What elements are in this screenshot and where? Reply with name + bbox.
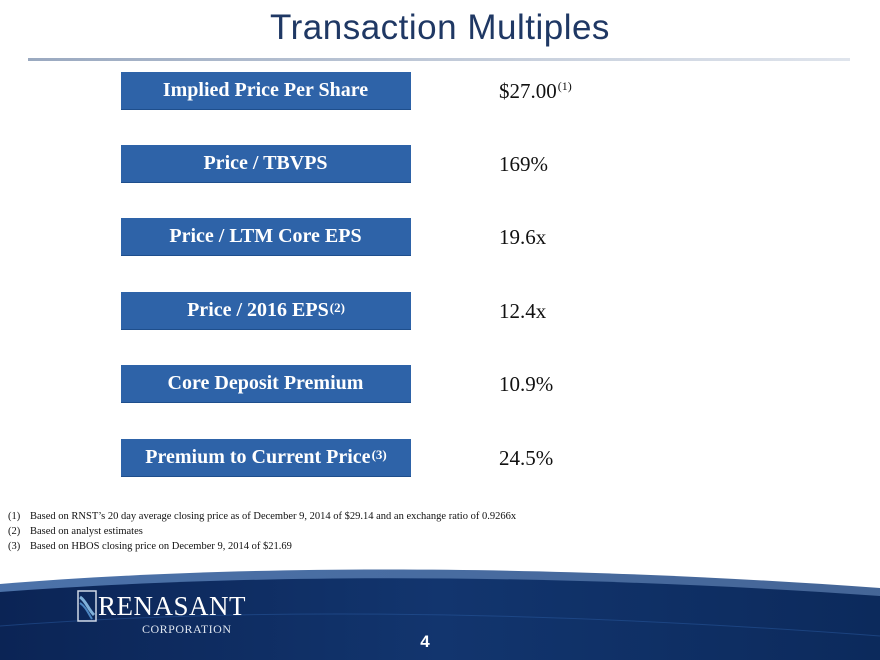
multiple-row-premium-current-price: Premium to Current Price (3) 24.5%	[121, 439, 841, 477]
multiple-value: 10.9%	[499, 365, 554, 403]
multiple-label: Price / 2016 EPS	[187, 299, 329, 321]
multiple-value: $27.00 (1)	[499, 72, 572, 110]
multiple-value-text: $27.00	[499, 78, 557, 103]
multiple-label-box: Core Deposit Premium	[121, 365, 411, 403]
footnote-number: (2)	[8, 526, 21, 537]
multiple-label: Price / LTM Core EPS	[169, 225, 362, 247]
multiple-value: 24.5%	[499, 439, 554, 477]
footer-band	[0, 566, 880, 660]
multiple-label-box: Price / 2016 EPS (2)	[121, 292, 411, 330]
multiple-label: Implied Price Per Share	[162, 79, 369, 101]
footnotes: (1) Based on RNST’s 20 day average closi…	[8, 509, 516, 554]
multiple-value-text: 169%	[499, 151, 548, 176]
multiple-label-box: Price / LTM Core EPS	[121, 218, 411, 256]
multiple-label-box: Implied Price Per Share	[121, 72, 411, 110]
multiple-value: 19.6x	[499, 218, 547, 256]
multiple-row-ltm-core-eps: Price / LTM Core EPS 19.6x	[121, 218, 841, 256]
multiple-value: 169%	[499, 145, 549, 183]
renasant-logo: RENASANT CORPORATION	[76, 589, 246, 639]
multiple-row-core-deposit-premium: Core Deposit Premium 10.9%	[121, 365, 841, 403]
multiple-row-price-tbvps: Price / TBVPS 169%	[121, 145, 841, 183]
multiple-row-implied-price: Implied Price Per Share $27.00 (1)	[121, 72, 841, 110]
renasant-emblem-icon	[77, 590, 97, 622]
multiple-label-sup: (3)	[371, 446, 387, 462]
logo-subtitle: CORPORATION	[142, 622, 232, 636]
footnote: (2) Based on analyst estimates	[8, 524, 516, 539]
multiple-row-2016-eps: Price / 2016 EPS (2) 12.4x	[121, 292, 841, 330]
footnote-text: Based on analyst estimates	[30, 526, 143, 537]
footnote-text: Based on HBOS closing price on December …	[30, 541, 292, 552]
multiple-value-text: 12.4x	[499, 298, 547, 323]
footnote-number: (3)	[8, 541, 21, 552]
page-number: 4	[420, 632, 430, 651]
multiple-label-box: Price / TBVPS	[121, 145, 411, 183]
multiple-label-sup: (2)	[329, 299, 345, 315]
multiple-label: Premium to Current Price	[145, 446, 371, 468]
multiple-label: Core Deposit Premium	[167, 372, 364, 394]
multiple-value-text: 24.5%	[499, 445, 554, 470]
multiple-value-sup: (1)	[557, 78, 572, 93]
multiple-value-text: 10.9%	[499, 371, 554, 396]
footer-wave-graphic	[0, 569, 880, 660]
multiple-value-text: 19.6x	[499, 224, 547, 249]
page-title: Transaction Multiples	[270, 8, 610, 47]
title-divider	[28, 58, 850, 61]
logo-name: RENASANT	[98, 591, 247, 621]
multiple-label-box: Premium to Current Price (3)	[121, 439, 411, 477]
multiple-value: 12.4x	[499, 292, 547, 330]
footnote-text: Based on RNST’s 20 day average closing p…	[30, 511, 517, 522]
footnote-number: (1)	[8, 511, 21, 522]
footnote: (3) Based on HBOS closing price on Decem…	[8, 539, 516, 554]
footnote: (1) Based on RNST’s 20 day average closi…	[8, 509, 516, 524]
multiple-label: Price / TBVPS	[203, 152, 328, 174]
